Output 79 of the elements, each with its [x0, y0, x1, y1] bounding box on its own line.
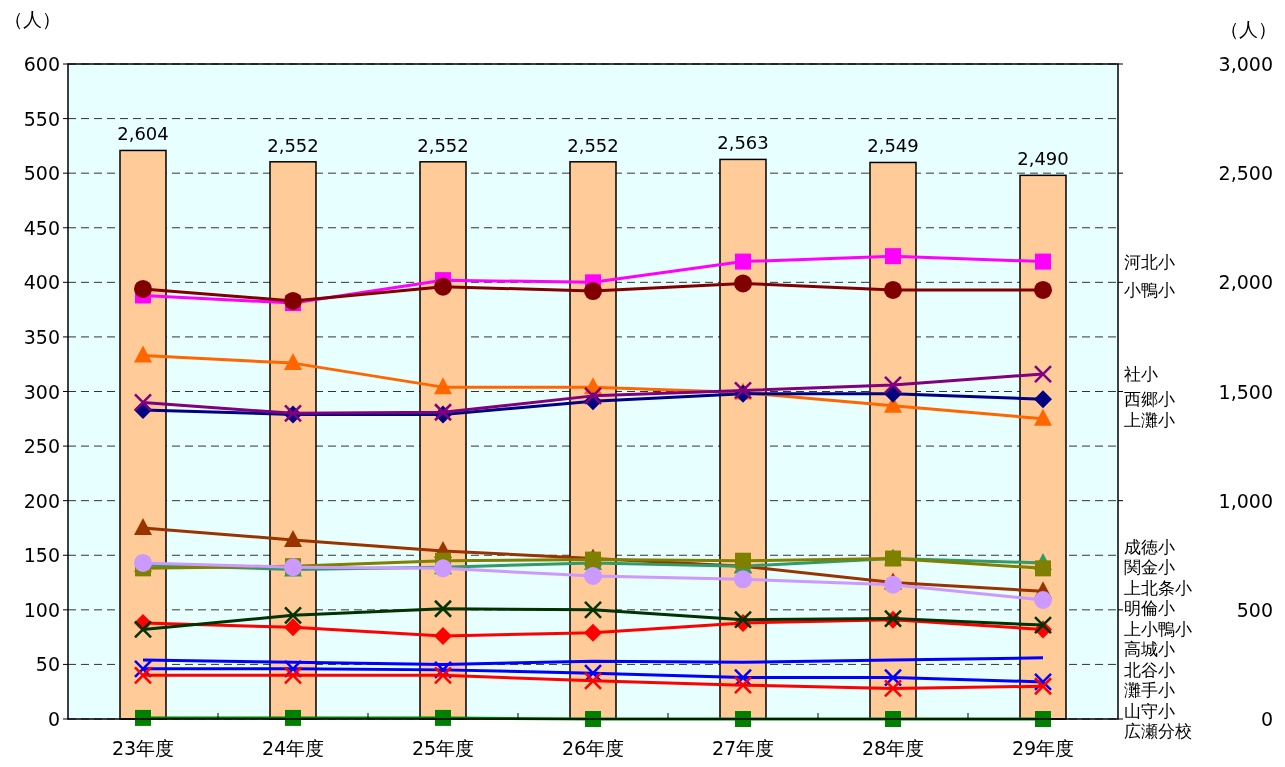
y-tick-label: 500	[23, 162, 60, 185]
point	[284, 353, 302, 371]
point	[883, 375, 903, 395]
x-tick-label: 25年度	[411, 737, 475, 759]
point	[1033, 615, 1053, 635]
data-label: 2,604	[117, 123, 169, 145]
y-tick-label: 200	[23, 489, 60, 512]
y-tick-label: 100	[23, 598, 60, 621]
point	[584, 623, 602, 642]
point	[884, 280, 902, 299]
point	[584, 282, 602, 301]
point	[433, 666, 453, 685]
point	[434, 277, 452, 296]
y-tick-label: 150	[23, 544, 60, 567]
point	[583, 386, 603, 406]
y-tick-label: 50	[35, 653, 60, 676]
x-tick-label: 26年度	[561, 737, 625, 759]
point	[1035, 253, 1051, 270]
point	[1035, 560, 1051, 577]
point	[1033, 364, 1053, 384]
point	[133, 666, 153, 685]
point	[734, 570, 752, 589]
y-tick-label: 400	[23, 271, 60, 294]
data-label: 2,490	[1017, 148, 1069, 170]
point	[1034, 390, 1052, 409]
y2-tick-label: 2,000	[1218, 271, 1273, 294]
point	[584, 566, 602, 585]
y2-tick-label: 1,500	[1218, 380, 1273, 403]
data-label: 2,552	[267, 134, 319, 156]
y2-tick-label: 500	[1236, 598, 1273, 621]
point	[733, 675, 753, 695]
point	[1034, 591, 1052, 610]
point	[434, 377, 452, 395]
point	[1034, 280, 1052, 299]
x-tick-label: 28年度	[861, 737, 925, 759]
data-label: 2,563	[717, 132, 769, 154]
y-tick-label: 350	[23, 325, 60, 348]
data-label: 2,552	[417, 134, 469, 156]
data-label: 2,552	[567, 134, 619, 156]
point	[134, 517, 152, 535]
series-labels: 河北小 小鴨小 社小 西郷小 上灘小 成徳小 関金小 上北条小 明倫小 上小鴨小 高城小 北谷小 灘手小 山守小 広瀬分校	[1124, 251, 1192, 741]
y-tick-label: 250	[23, 435, 60, 458]
point	[284, 618, 302, 637]
point	[134, 279, 152, 298]
point	[133, 620, 153, 639]
point	[1033, 677, 1053, 696]
point	[434, 627, 452, 646]
y-tick-label: 600	[23, 53, 60, 75]
point	[284, 291, 302, 310]
data-label: 2,549	[867, 135, 919, 157]
point	[433, 599, 453, 618]
point	[283, 606, 303, 625]
point	[884, 575, 902, 594]
point	[583, 671, 603, 691]
y-tick-label: 0	[47, 708, 60, 730]
y-axis-title: （人）	[4, 8, 61, 30]
x-tick-label: 24年度	[261, 737, 325, 759]
point	[283, 666, 303, 685]
point	[735, 552, 751, 569]
point	[885, 248, 901, 265]
x-tick-label: 23年度	[111, 737, 175, 759]
x-tick-label: 29年度	[1011, 737, 1075, 759]
y2-tick-label: 3,000	[1218, 53, 1273, 75]
y2-axis-title: （人）	[1220, 18, 1277, 40]
y2-tick-label: 0	[1260, 708, 1273, 730]
point	[734, 274, 752, 293]
y-tick-label: 450	[23, 216, 60, 239]
point	[735, 253, 751, 270]
x-tick-label: 27年度	[711, 737, 775, 759]
y2-tick-label: 2,500	[1218, 162, 1273, 185]
point	[883, 679, 903, 698]
y2-tick-label: 1,000	[1218, 489, 1273, 512]
point	[583, 600, 603, 620]
point	[133, 393, 153, 412]
point	[1034, 408, 1052, 426]
point	[284, 529, 302, 547]
point	[134, 345, 152, 363]
y-tick-label: 300	[23, 380, 60, 403]
y-tick-label: 550	[23, 107, 60, 130]
